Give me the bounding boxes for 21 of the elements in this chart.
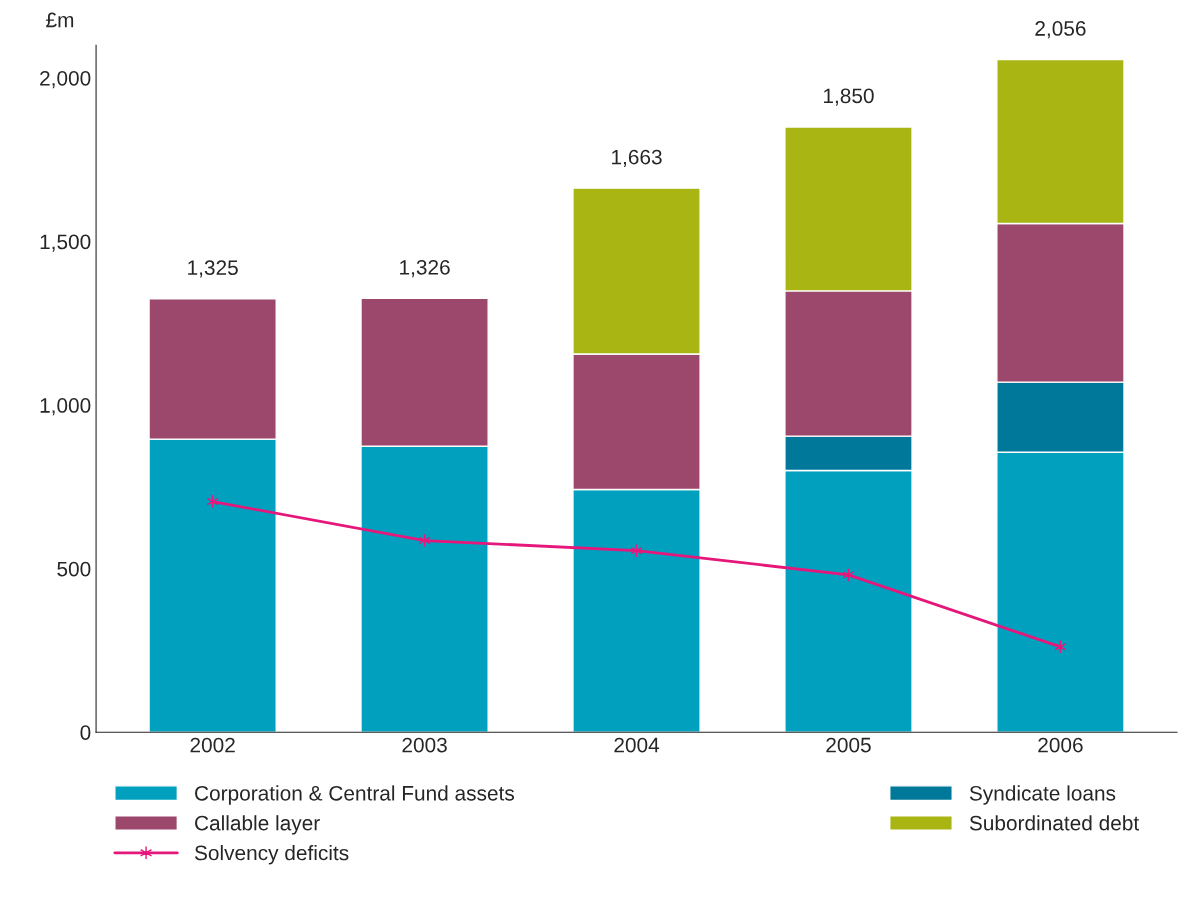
legend-label: Solvency deficits [194, 845, 349, 865]
x-tick-label: 2004 [614, 737, 660, 753]
total-label: 1,850 [824, 88, 874, 106]
x-tick-label: 2002 [190, 737, 235, 753]
y-tick-label: 2,000 [40, 70, 91, 89]
legend-label: Corporation & Central Fund assets [195, 785, 514, 805]
total-label: 1,326 [400, 259, 450, 278]
x-tick-label: 2005 [826, 737, 871, 753]
y-tick-label: 1,000 [40, 398, 91, 416]
x-tick-label: 2003 [402, 737, 447, 753]
total-label: 1,325 [188, 260, 238, 278]
y-tick-label: 1,500 [40, 234, 91, 252]
y-tick-label: 0 [80, 725, 91, 740]
legend-label: Callable layer [195, 815, 320, 835]
x-tick-label: 2006 [1038, 737, 1083, 753]
y-axis-title: £m [46, 12, 74, 28]
total-label: 1,663 [612, 149, 662, 167]
legend-label: Syndicate loans [969, 785, 1116, 805]
legend-label: Subordinated debt [969, 815, 1140, 831]
y-tick-label: 500 [57, 561, 91, 577]
total-label: 2,056 [1035, 21, 1086, 39]
